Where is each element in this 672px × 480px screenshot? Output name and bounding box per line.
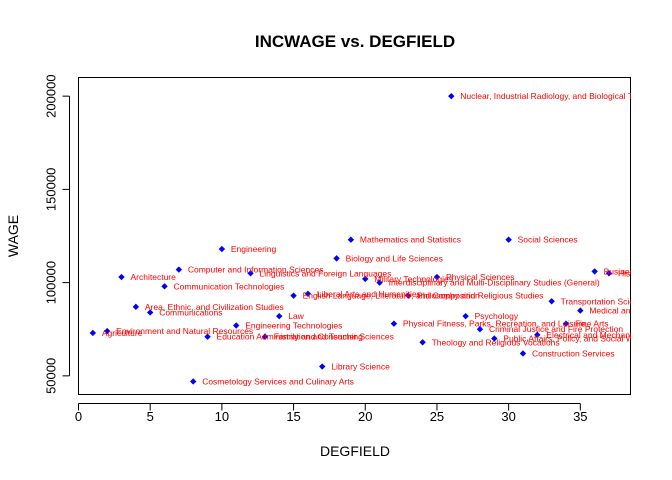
data-point-label: Engineering — [231, 244, 277, 254]
data-point — [577, 307, 584, 314]
data-point-label: Transportation Sciences and Technologies — [561, 296, 672, 306]
x-tick-label: 25 — [430, 409, 444, 424]
data-point-label: Construction Services — [532, 348, 615, 358]
data-point-label: Public Affairs, Policy, and Social Work — [503, 334, 646, 344]
data-point-label: Education Administration and Teaching — [217, 332, 364, 342]
data-point-label: Communications — [159, 307, 222, 317]
chart-title: INCWAGE vs. DEGFIELD — [255, 32, 455, 51]
data-point — [347, 236, 355, 243]
data-point — [505, 236, 512, 243]
x-tick-label: 35 — [573, 409, 587, 424]
data-point — [204, 333, 211, 340]
data-point — [247, 270, 254, 277]
x-tick-label: 15 — [286, 409, 300, 424]
data-point-label: Biology and Life Sciences — [346, 253, 443, 263]
data-point — [519, 350, 527, 357]
data-point-label: Fine Arts — [575, 319, 609, 329]
data-point — [218, 245, 226, 253]
data-point-label: Engineering Technologies — [245, 321, 342, 331]
data-point-label: Mathematics and Statistics — [360, 235, 461, 245]
data-point-label: Electrical and Mechanic Repairs and Tech… — [546, 330, 672, 340]
data-point — [161, 283, 168, 290]
data-point-label: Theology and Religious Vocations — [432, 337, 560, 347]
data-point — [491, 335, 498, 342]
data-point-label: Physical Fitness, Parks, Recreation, and… — [403, 319, 586, 329]
data-point — [362, 275, 369, 283]
data-point-label: Philosophy and Religious Studies — [417, 291, 543, 301]
data-points — [89, 92, 613, 385]
x-axis: 0 5 10 15 20 25 30 35 — [75, 403, 588, 424]
plot-area — [78, 77, 631, 395]
data-point-label: Social Sciences — [518, 235, 578, 245]
data-point-label: Linguistics and Foreign Languages — [260, 268, 392, 278]
data-point-label: Agriculture — [102, 328, 143, 338]
data-point-label: Environment and Natural Resources — [116, 326, 253, 336]
data-point-label: Architecture — [131, 272, 177, 282]
data-point — [534, 331, 541, 339]
y-tick-label: 50000 — [44, 358, 59, 394]
y-tick-label: 100000 — [44, 261, 59, 304]
data-point — [591, 268, 598, 275]
data-point — [175, 266, 183, 273]
x-tick-label: 30 — [501, 409, 515, 424]
data-point-label: Medical and Health Sciences and Services — [589, 306, 672, 316]
data-point — [333, 255, 340, 262]
y-axis-title: WAGE — [5, 215, 21, 257]
x-axis-title: DEGFIELD — [320, 443, 390, 459]
data-point — [89, 329, 97, 337]
data-point-label: Business — [604, 266, 639, 276]
data-point-label: Interdisciplinary and Multi-Disciplinary… — [389, 278, 600, 288]
data-point-label: Nuclear, Industrial Radiology, and Biolo… — [460, 91, 672, 101]
data-point-label: Psychology — [475, 311, 519, 321]
data-point — [376, 279, 383, 286]
data-point — [103, 327, 111, 335]
y-tick-label: 200000 — [44, 74, 59, 117]
x-tick-label: 20 — [358, 409, 372, 424]
data-point-label: Physical Sciences — [446, 272, 515, 282]
data-point-label: Family and Consumer Sciences — [274, 332, 394, 342]
data-point-label: Law — [288, 311, 304, 321]
data-point-label: Computer and Information Sciences — [188, 265, 324, 275]
data-point-label: Military Technologies — [374, 274, 453, 284]
data-point-label: History — [618, 268, 645, 278]
data-point — [319, 363, 326, 370]
data-point — [405, 292, 412, 299]
data-point — [290, 292, 297, 299]
data-point-label: Criminal Justice and Fire Protection — [489, 324, 623, 334]
data-point — [304, 290, 312, 298]
data-point — [190, 378, 197, 385]
data-point — [462, 312, 469, 320]
x-tick-label: 5 — [147, 409, 154, 424]
data-point — [118, 273, 125, 281]
data-point — [390, 320, 398, 327]
data-point — [419, 339, 426, 346]
data-point — [146, 309, 154, 316]
data-point — [433, 273, 441, 281]
data-point — [132, 303, 140, 311]
data-point — [476, 326, 484, 333]
data-point-label: Area, Ethnic, and Civilization Studies — [145, 302, 284, 312]
data-point-label: Cosmetology Services and Culinary Arts — [202, 376, 354, 386]
data-point — [261, 333, 269, 340]
data-point-label: Library Science — [331, 362, 390, 372]
data-point-label: Communication Technologies — [174, 281, 285, 291]
data-point-label: Liberal Arts and Humanities — [317, 289, 421, 299]
data-point — [276, 312, 283, 320]
data-point — [605, 270, 613, 277]
data-point — [233, 322, 240, 329]
data-point — [548, 298, 555, 305]
data-point — [448, 92, 455, 100]
y-tick-label: 150000 — [44, 168, 59, 211]
x-tick-label: 10 — [215, 409, 229, 424]
data-point — [562, 320, 570, 327]
x-tick-label: 0 — [75, 409, 82, 424]
data-point-label: English Language, Literature, and Compos… — [303, 291, 480, 301]
y-axis: 50000 100000 150000 200000 — [44, 74, 70, 394]
